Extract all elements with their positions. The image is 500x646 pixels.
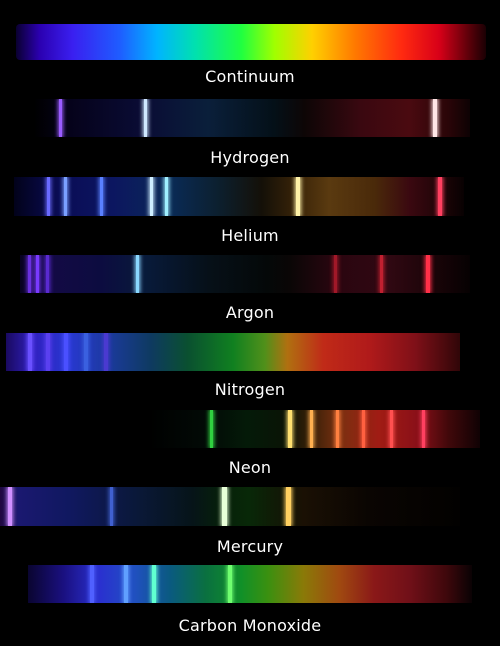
spectral-line [150,177,153,216]
spectral-line [100,177,103,216]
spectrum-band-continuum [16,24,486,60]
spectrum-label-nitrogen: Nitrogen [214,380,286,399]
spectral-line [144,99,147,137]
spectral-line [228,565,232,603]
spectral-line [59,99,62,137]
spectrum-band-carbon-monoxide [28,565,472,603]
spectral-line [438,177,442,216]
spectral-line [390,410,393,448]
spectrum-band-neon [90,410,480,448]
spectral-line [104,333,108,371]
spectrum-label-carbon-monoxide: Carbon Monoxide [178,616,322,635]
spectral-line [426,255,430,293]
spectral-line [124,565,128,603]
spectral-line [84,333,88,371]
spectral-line [422,410,425,448]
spectral-line [288,410,292,448]
spectrum-band-mercury [0,487,460,526]
spectral-line [152,565,156,603]
spectral-line [336,410,339,448]
spectral-line [310,410,313,448]
spectral-line [334,255,337,293]
spectral-line [28,333,32,371]
spectrum-band-nitrogen [6,333,460,371]
spectrum-label-continuum: Continuum [205,67,295,86]
spectral-line [46,333,50,371]
spectral-line [110,487,113,526]
spectral-line [286,487,291,526]
spectrum-band-helium [14,177,464,216]
spectral-line [64,177,67,216]
spectrum-band-hydrogen [34,99,470,137]
spectral-line [362,410,365,448]
spectrum-label-argon: Argon [225,303,275,322]
spectrum-label-hydrogen: Hydrogen [210,148,290,167]
spectral-line [136,255,139,293]
spectral-line [8,487,12,526]
spectral-line [64,333,68,371]
spectrum-band-argon [20,255,470,293]
spectral-line [433,99,437,137]
spectral-line [380,255,383,293]
spectrum-label-neon: Neon [228,458,272,477]
spectrum-label-helium: Helium [221,226,279,245]
spectral-line [36,255,39,293]
spectral-line [47,177,50,216]
spectral-line [165,177,168,216]
spectral-line [90,565,94,603]
spectral-line [222,487,227,526]
spectral-line [296,177,300,216]
spectral-line [46,255,49,293]
spectrum-label-mercury: Mercury [216,537,284,556]
spectral-line [28,255,31,293]
spectral-line [210,410,213,448]
